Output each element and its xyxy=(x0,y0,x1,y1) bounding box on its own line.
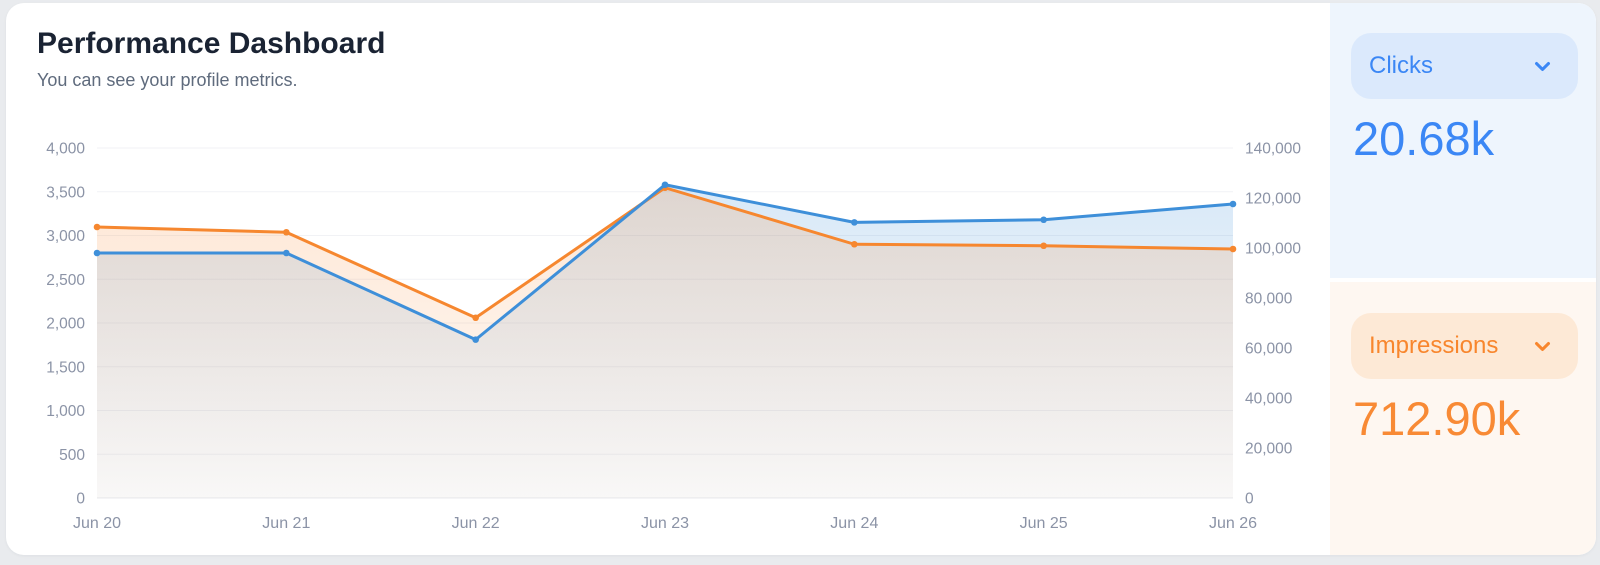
left-axis-labels: 0 500 1,000 1,500 2,000 2,500 3,000 3,500 4,000 xyxy=(46,141,85,508)
x-axis-labels: Jun 20 Jun 21 Jun 22 Jun 23 Jun 24 Jun 25 Jun … xyxy=(73,515,1257,532)
x-axis-label: Jun 22 xyxy=(452,515,500,532)
data-point xyxy=(1040,216,1047,224)
performance-chart: 05001,0001,5002,0002,5003,0003,5004,0000… xyxy=(46,141,1301,533)
impressions-area xyxy=(97,187,1233,498)
data-point xyxy=(93,249,101,257)
axis-tick-label: 40,000 xyxy=(1245,391,1293,408)
clicks-dropdown-label: Clicks xyxy=(1369,52,1433,79)
x-axis-label: Jun 23 xyxy=(641,515,689,532)
axis-tick-label: 1,000 xyxy=(46,403,85,420)
impressions-panel: Impressions 712.90k xyxy=(1330,282,1596,555)
dashboard-card: Performance Dashboard You can see your p… xyxy=(6,3,1596,555)
impressions-dropdown-label: Impressions xyxy=(1369,332,1499,359)
axis-tick-label: 1,500 xyxy=(46,359,85,376)
card-header: Performance Dashboard You can see your p… xyxy=(37,27,385,91)
chevron-down-icon xyxy=(1535,61,1550,71)
data-point xyxy=(851,219,858,226)
x-axis-label: Jun 24 xyxy=(830,515,878,532)
axis-tick-label: 20,000 xyxy=(1245,441,1293,458)
clicks-value: 20.68k xyxy=(1353,112,1495,165)
data-point xyxy=(1229,200,1237,208)
data-point xyxy=(661,181,669,189)
axis-tick-label: 0 xyxy=(76,491,85,508)
data-point xyxy=(283,249,290,257)
data-point xyxy=(283,228,290,236)
data-point xyxy=(472,314,479,322)
data-point xyxy=(1229,245,1237,253)
impressions-value: 712.90k xyxy=(1353,392,1521,445)
axis-tick-label: 140,000 xyxy=(1245,141,1301,158)
right-axis-labels: 0 20,000 40,000 60,000 80,000 100,000 120,000 1… xyxy=(1245,141,1301,508)
axis-tick-label: 2,000 xyxy=(46,316,85,333)
axis-tick-label: 500 xyxy=(59,447,85,464)
clicks-panel: Clicks 20.68k xyxy=(1330,3,1596,278)
axis-tick-label: 60,000 xyxy=(1245,341,1293,358)
x-axis-label: Jun 21 xyxy=(262,515,310,532)
chevron-down-icon xyxy=(1535,341,1550,351)
x-axis-label: Jun 20 xyxy=(73,515,121,532)
axis-tick-label: 4,000 xyxy=(46,141,85,158)
data-point xyxy=(93,223,101,231)
axis-tick-label: 120,000 xyxy=(1245,191,1301,208)
x-axis-label: Jun 26 xyxy=(1209,515,1257,532)
axis-tick-label: 3,500 xyxy=(46,184,85,201)
data-point xyxy=(1040,242,1047,250)
x-axis-label: Jun 25 xyxy=(1020,515,1068,532)
page-subtitle: You can see your profile metrics. xyxy=(37,70,298,90)
axis-tick-label: 100,000 xyxy=(1245,241,1301,258)
data-point xyxy=(851,240,858,248)
axis-tick-label: 0 xyxy=(1245,491,1254,508)
data-point xyxy=(472,336,479,343)
page-title: Performance Dashboard xyxy=(37,27,386,60)
axis-tick-label: 2,500 xyxy=(46,272,85,289)
axis-tick-label: 80,000 xyxy=(1245,291,1293,308)
axis-tick-label: 3,000 xyxy=(46,228,85,245)
clicks-dropdown[interactable]: Clicks xyxy=(1351,33,1578,99)
clicks-line xyxy=(93,181,1237,343)
impressions-dropdown[interactable]: Impressions xyxy=(1351,313,1578,379)
